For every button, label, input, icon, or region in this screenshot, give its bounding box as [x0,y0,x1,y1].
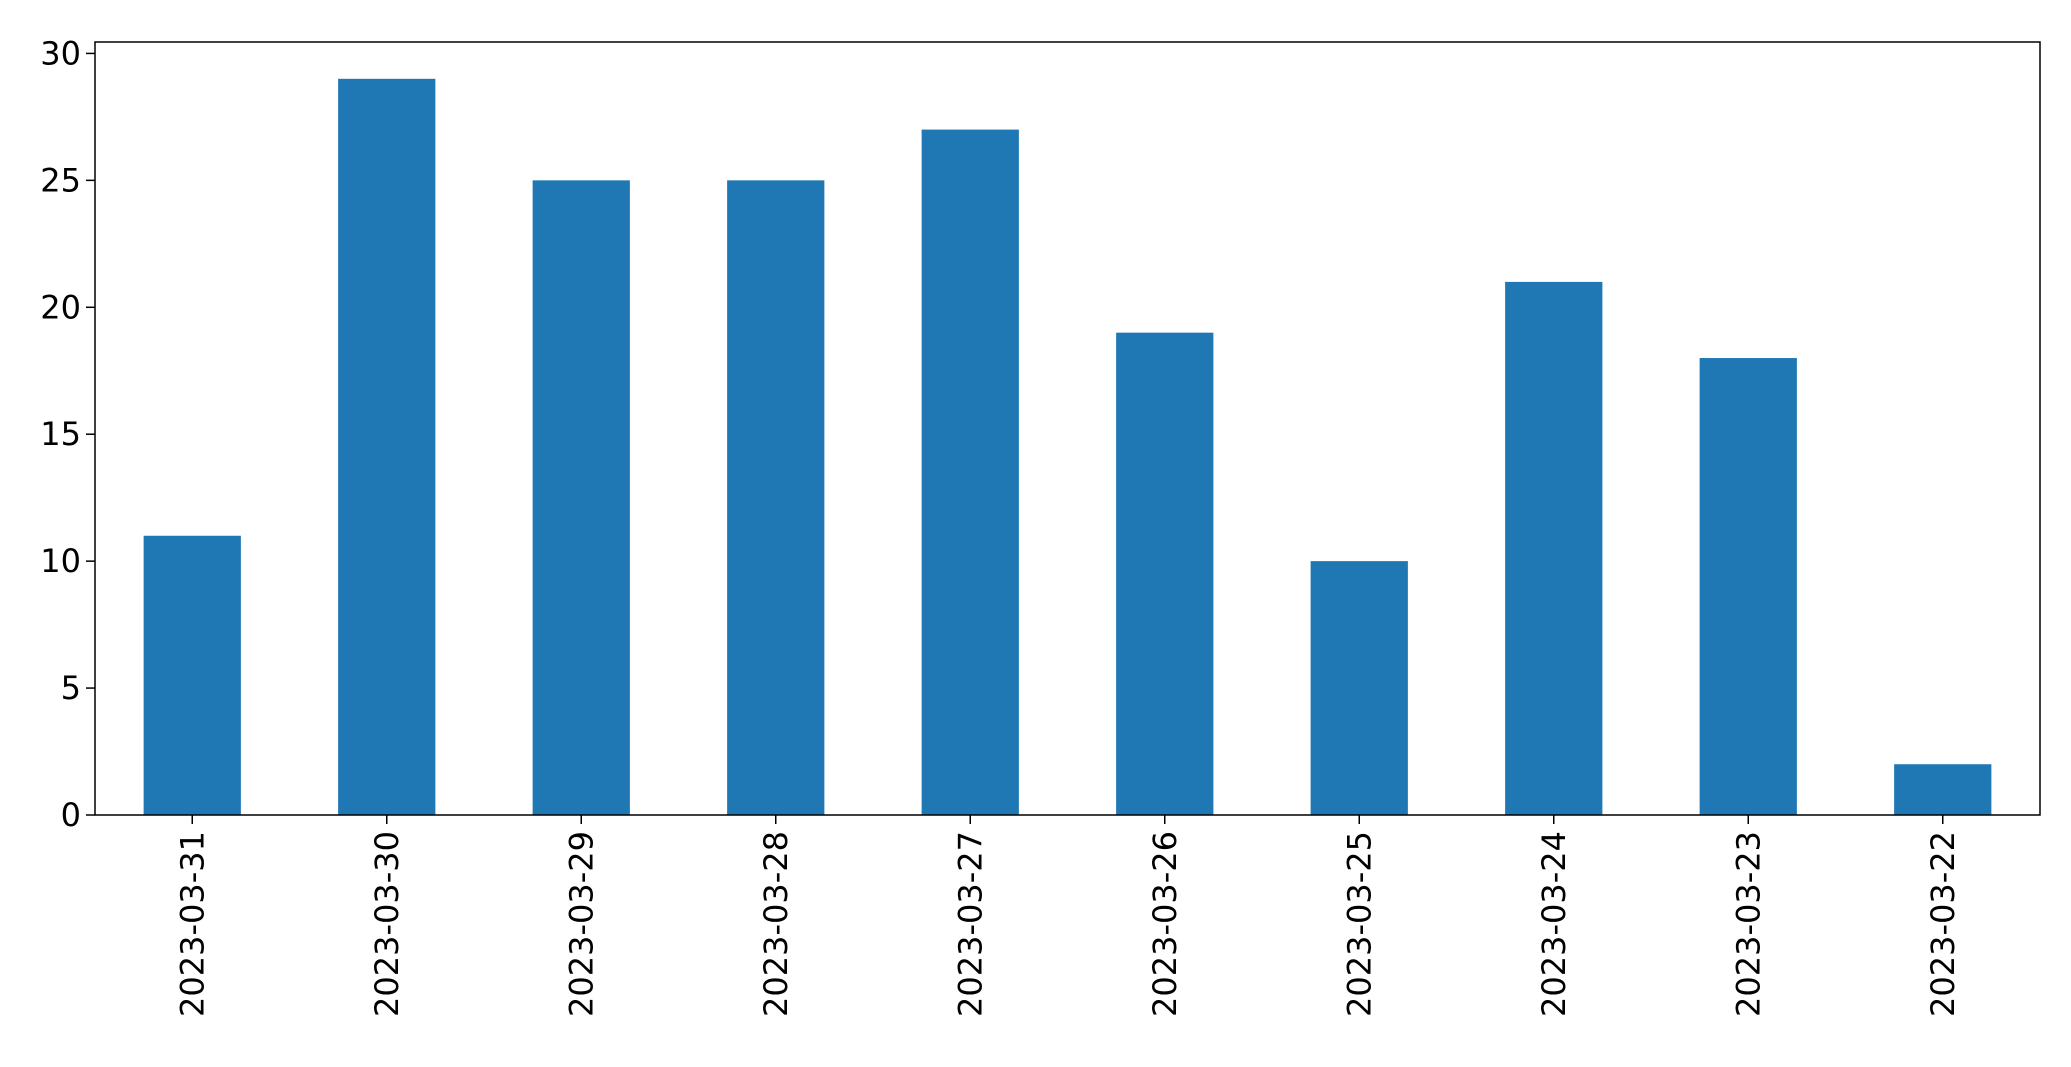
x-tick-label: 2023-03-23 [1729,831,1767,1017]
y-tick-label: 10 [40,542,81,580]
y-tick-label: 0 [61,796,81,834]
bar-2023-03-27 [921,129,1019,815]
x-tick-label: 2023-03-27 [951,831,989,1017]
x-tick-label: 2023-03-29 [562,831,600,1017]
y-axis: 0 5 10 15 20 25 30 [40,34,95,834]
bar-2023-03-26 [1116,332,1214,815]
bar-2023-03-28 [727,180,825,816]
plot-frame [94,41,2041,816]
y-tick-label: 25 [40,161,81,199]
bar-2023-03-24 [1505,281,1603,815]
x-tick-label: 2023-03-31 [173,831,211,1017]
y-tick-label: 15 [40,415,81,453]
x-tick-label: 2023-03-30 [368,831,406,1017]
x-tick-label: 2023-03-22 [1924,831,1962,1017]
bar-2023-03-31 [143,535,241,815]
x-tick-label: 2023-03-26 [1146,831,1184,1017]
x-tick-label: 2023-03-28 [757,831,795,1017]
x-axis: 2023-03-31 2023-03-30 2023-03-29 2023-03-28… [173,815,1962,1017]
bar-2023-03-22 [1894,764,1992,815]
x-tick-label: 2023-03-24 [1535,831,1573,1017]
bar-2023-03-29 [532,180,630,816]
x-tick-label: 2023-03-25 [1340,831,1378,1017]
bar-2023-03-30 [338,78,436,816]
y-tick-label: 30 [40,34,81,72]
bar-2023-03-25 [1310,561,1408,815]
y-tick-label: 5 [61,669,81,707]
bar-2023-03-23 [1699,358,1797,815]
bars [143,78,1992,816]
y-tick-label: 20 [40,288,81,326]
